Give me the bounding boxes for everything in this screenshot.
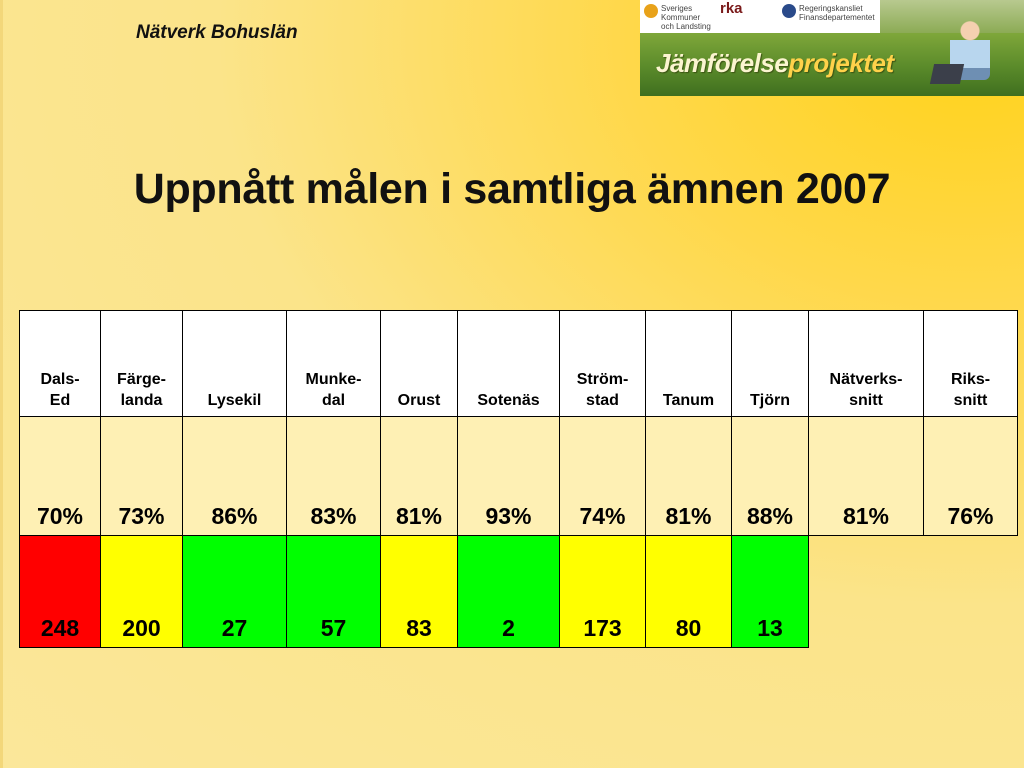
empty-cell <box>924 536 1018 648</box>
column-header: Munke- dal <box>286 310 381 417</box>
percent-row: 70% 73% 86% 83% 81% 93% 74% 81% 88% 81% 76% <box>19 416 1018 536</box>
percent-cell: 83% <box>286 416 381 536</box>
network-title: Nätverk Bohuslän <box>136 22 298 43</box>
percent-cell: 81% <box>380 416 458 536</box>
percent-cell: 93% <box>457 416 560 536</box>
header-row: Dals- Ed Färge- landa Lysekil Munke- dal Oru… <box>19 310 1018 417</box>
empty-cell <box>809 536 924 648</box>
percent-cell: 81% <box>645 416 732 536</box>
rank-cell: 80 <box>645 535 732 648</box>
percent-cell: 81% <box>808 416 924 536</box>
column-header: Tjörn <box>731 310 809 417</box>
percent-cell: 74% <box>559 416 646 536</box>
logo-strip: Sveriges Kommuner och Landsting rka Rege… <box>640 0 880 33</box>
column-header: Nätverks- snitt <box>808 310 924 417</box>
rank-cell: 173 <box>559 535 646 648</box>
column-header: Färge- landa <box>100 310 183 417</box>
rank-cell: 57 <box>286 535 381 648</box>
percent-cell: 76% <box>923 416 1018 536</box>
rank-cell: 13 <box>731 535 809 648</box>
rka-logo-icon: rka <box>720 0 743 17</box>
column-header: Orust <box>380 310 458 417</box>
column-header: Ström- stad <box>559 310 646 417</box>
results-table: Dals- Ed Färge- landa Lysekil Munke- dal Oru… <box>19 310 1018 648</box>
column-header: Lysekil <box>182 310 287 417</box>
rank-cell: 200 <box>100 535 183 648</box>
banner: Sveriges Kommuner och Landsting rka Rege… <box>640 0 1024 96</box>
percent-cell: 88% <box>731 416 809 536</box>
page-title: Uppnått målen i samtliga ämnen 2007 <box>133 165 891 213</box>
column-header: Riks- snitt <box>923 310 1018 417</box>
project-brand: Jämförelseprojektet <box>656 48 894 78</box>
column-header: Dals- Ed <box>19 310 101 417</box>
percent-cell: 86% <box>182 416 287 536</box>
column-header: Sotenäs <box>457 310 560 417</box>
slide-edge <box>0 0 3 768</box>
rank-row: 248 200 27 57 83 2 173 80 13 <box>19 535 1018 648</box>
rank-cell: 2 <box>457 535 560 648</box>
skl-logo-icon: Sveriges Kommuner och Landsting <box>644 4 713 31</box>
column-header: Tanum <box>645 310 732 417</box>
percent-cell: 70% <box>19 416 101 536</box>
percent-cell: 73% <box>100 416 183 536</box>
rank-cell: 248 <box>19 535 101 648</box>
rank-cell: 27 <box>182 535 287 648</box>
laptop-image <box>929 64 965 84</box>
rank-cell: 83 <box>380 535 458 648</box>
government-crest-icon: Regeringskansliet Finansdepartementet <box>782 4 875 22</box>
